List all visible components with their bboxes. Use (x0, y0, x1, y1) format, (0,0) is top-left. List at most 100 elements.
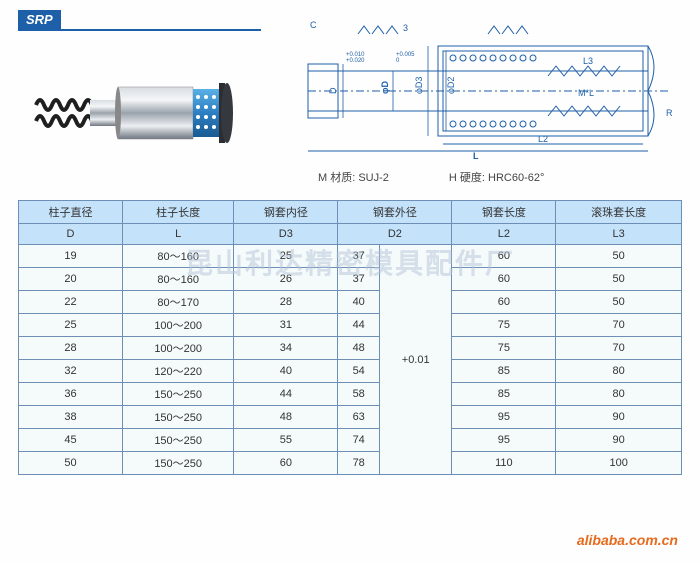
cell-D3: 40 (234, 360, 338, 383)
cell-D3: 25 (234, 245, 338, 268)
cell-L: 150～250 (123, 429, 234, 452)
cell-L: 120～220 (123, 360, 234, 383)
cell-L3: 80 (556, 360, 682, 383)
lbl-D: D (328, 87, 338, 94)
cell-L2: 75 (452, 314, 556, 337)
cell-D3: 26 (234, 268, 338, 291)
cell-D3: 44 (234, 383, 338, 406)
lbl-L: L (473, 151, 479, 161)
cell-L2: 60 (452, 245, 556, 268)
cell-L2: 85 (452, 360, 556, 383)
cell-L: 80～160 (123, 245, 234, 268)
technical-diagram: C 3 D φD φD3 φD2 M*L L3 L2 L R +0.010 +0… (288, 16, 678, 161)
lbl-MxL: M*L (578, 88, 594, 98)
cell-L: 100～200 (123, 337, 234, 360)
lbl-tol2b: 0 (396, 58, 400, 64)
cell-D3: 28 (234, 291, 338, 314)
cell-L2: 85 (452, 383, 556, 406)
cell-D2: 40 (338, 291, 380, 314)
cell-L2: 110 (452, 452, 556, 475)
cell-D: 19 (19, 245, 123, 268)
h1: 柱子长度 (123, 201, 234, 224)
cell-D: 22 (19, 291, 123, 314)
table-row: 28100～20034487570 (19, 337, 682, 360)
table-row: 25100～2003144 7570 (19, 314, 682, 337)
h0: 柱子直径 (19, 201, 123, 224)
cell-L2: 60 (452, 291, 556, 314)
cell-D: 38 (19, 406, 123, 429)
table-row: 50150～2506078 110100 (19, 452, 682, 475)
lbl-tol1b: +0.020 (346, 58, 365, 64)
cell-D3: 48 (234, 406, 338, 429)
cell-D2: 44 (338, 314, 380, 337)
cell-L: 150～250 (123, 452, 234, 475)
cell-L3: 90 (556, 406, 682, 429)
cell-D2: 58 (338, 383, 380, 406)
h5: 滚珠套长度 (556, 201, 682, 224)
material-note: M 材质: SUJ-2 (318, 169, 389, 185)
lbl-R: R (666, 108, 673, 118)
h2: 钢套内径 (234, 201, 338, 224)
cell-D: 32 (19, 360, 123, 383)
h4: 钢套长度 (452, 201, 556, 224)
cell-L2: 95 (452, 406, 556, 429)
cell-D: 28 (19, 337, 123, 360)
cell-D: 36 (19, 383, 123, 406)
cell-L2: 60 (452, 268, 556, 291)
table-row: 2280～17028406050 (19, 291, 682, 314)
source-link: alibaba.com.cn (577, 532, 678, 548)
brand-badge: SRP (18, 10, 61, 31)
cell-L2: 75 (452, 337, 556, 360)
tolerance-cell: +0.01 (380, 245, 452, 475)
notes-row: M 材质: SUJ-2 H 硬度: HRC60-62° (288, 169, 682, 185)
lbl-Dt: φD (380, 81, 390, 94)
lbl-3: 3 (403, 23, 408, 33)
hardness-note: H 硬度: HRC60-62° (449, 169, 544, 185)
header-row: 柱子直径 柱子长度 钢套内径 钢套外径 钢套长度 滚珠套长度 (19, 201, 682, 224)
symbol-row: DLD3D2L2L3 (19, 224, 682, 245)
cell-D2: 63 (338, 406, 380, 429)
table-row: 1980～1602537+0.016050 (19, 245, 682, 268)
cell-D2: 54 (338, 360, 380, 383)
cell-L3: 70 (556, 337, 682, 360)
cell-D: 45 (19, 429, 123, 452)
lbl-L2: L2 (538, 134, 548, 144)
cell-D: 50 (19, 452, 123, 475)
cell-L2: 95 (452, 429, 556, 452)
table-row: 38150～25048639590 (19, 406, 682, 429)
cell-L3: 90 (556, 429, 682, 452)
cell-D: 20 (19, 268, 123, 291)
cell-D3: 55 (234, 429, 338, 452)
cell-L3: 50 (556, 291, 682, 314)
left-panel: SRP (18, 10, 278, 166)
cell-D3: 60 (234, 452, 338, 475)
sym-D3: D3 (234, 224, 338, 245)
lbl-D2: φD2 (446, 77, 456, 94)
sym-D2: D2 (338, 224, 452, 245)
cell-L: 150～250 (123, 383, 234, 406)
lbl-D3: φD3 (414, 77, 424, 94)
cell-L: 80～160 (123, 268, 234, 291)
sym-D: D (19, 224, 123, 245)
lbl-L3: L3 (583, 56, 593, 66)
table-row: 2080～16026376050 (19, 268, 682, 291)
cell-D2: 37 (338, 268, 380, 291)
cell-L3: 80 (556, 383, 682, 406)
cell-L3: 100 (556, 452, 682, 475)
product-image (28, 61, 253, 166)
right-panel: C 3 D φD φD3 φD2 M*L L3 L2 L R +0.010 +0… (288, 10, 682, 185)
cell-L3: 50 (556, 245, 682, 268)
table-row: 36150～2504458 8580 (19, 383, 682, 406)
cell-D2: 37 (338, 245, 380, 268)
sym-L3: L3 (556, 224, 682, 245)
cell-D3: 31 (234, 314, 338, 337)
sym-L2: L2 (452, 224, 556, 245)
spec-table: 柱子直径 柱子长度 钢套内径 钢套外径 钢套长度 滚珠套长度 DLD3D2L2L… (18, 200, 682, 475)
cell-D2: 78 (338, 452, 380, 475)
cell-L: 100～200 (123, 314, 234, 337)
table-row: 32120～2204054 8580 (19, 360, 682, 383)
cell-L3: 70 (556, 314, 682, 337)
cell-D3: 34 (234, 337, 338, 360)
h3: 钢套外径 (338, 201, 452, 224)
cell-D: 25 (19, 314, 123, 337)
